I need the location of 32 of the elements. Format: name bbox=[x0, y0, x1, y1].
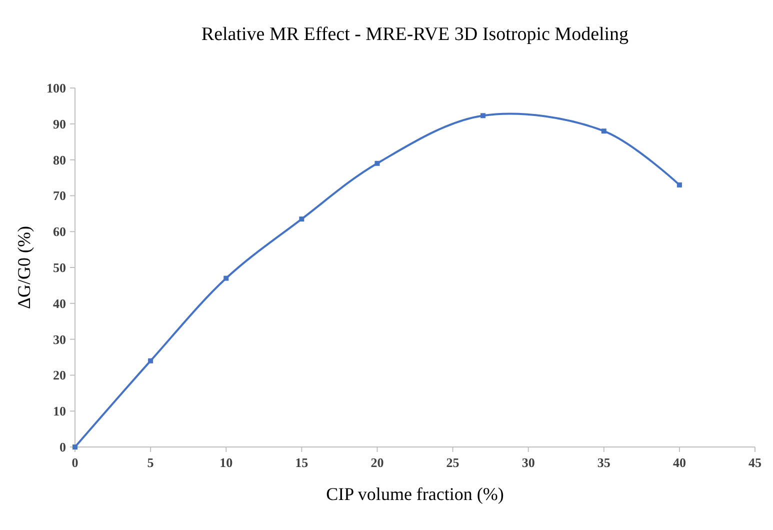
x-tick-label: 15 bbox=[295, 455, 309, 470]
y-tick-label: 0 bbox=[60, 440, 66, 454]
point bbox=[676, 182, 682, 188]
y-tick-label: 100 bbox=[46, 80, 66, 96]
y-tick-label: 90 bbox=[53, 116, 66, 132]
y-tick-label: 80 bbox=[53, 152, 66, 168]
y-axis-title: ΔG/G0 (%) bbox=[14, 226, 34, 310]
x-tick-label: 0 bbox=[72, 455, 78, 470]
x-tick-label: 10 bbox=[220, 455, 233, 470]
y-tick-label: 50 bbox=[53, 260, 66, 275]
point bbox=[72, 444, 78, 450]
y-tick-label: 20 bbox=[53, 368, 66, 383]
point bbox=[299, 216, 304, 222]
chart-title: Relative MR Effect - MRE-RVE 3D Isotropic Modeling bbox=[201, 24, 630, 45]
x-tick-label: 25 bbox=[446, 455, 460, 470]
y-tick-label: 60 bbox=[53, 224, 66, 240]
y-tick-label: 30 bbox=[53, 332, 66, 347]
x-tick-label: 20 bbox=[370, 455, 384, 470]
point bbox=[224, 276, 229, 281]
point bbox=[374, 160, 380, 166]
y-tick-label: 70 bbox=[53, 188, 66, 204]
x-axis-title: CIP volume fraction (%) bbox=[326, 484, 504, 504]
x-tick-label: 35 bbox=[597, 455, 611, 470]
y-tick-label: 10 bbox=[53, 404, 66, 419]
x-tick-label: 5 bbox=[147, 455, 154, 470]
point bbox=[601, 128, 606, 134]
x-tick-label: 40 bbox=[672, 455, 686, 470]
x-tick-label: 30 bbox=[522, 455, 535, 470]
point bbox=[480, 113, 486, 118]
y-tick-label: 40 bbox=[53, 296, 66, 311]
point bbox=[148, 358, 154, 364]
x-tick-label: 45 bbox=[748, 455, 762, 470]
